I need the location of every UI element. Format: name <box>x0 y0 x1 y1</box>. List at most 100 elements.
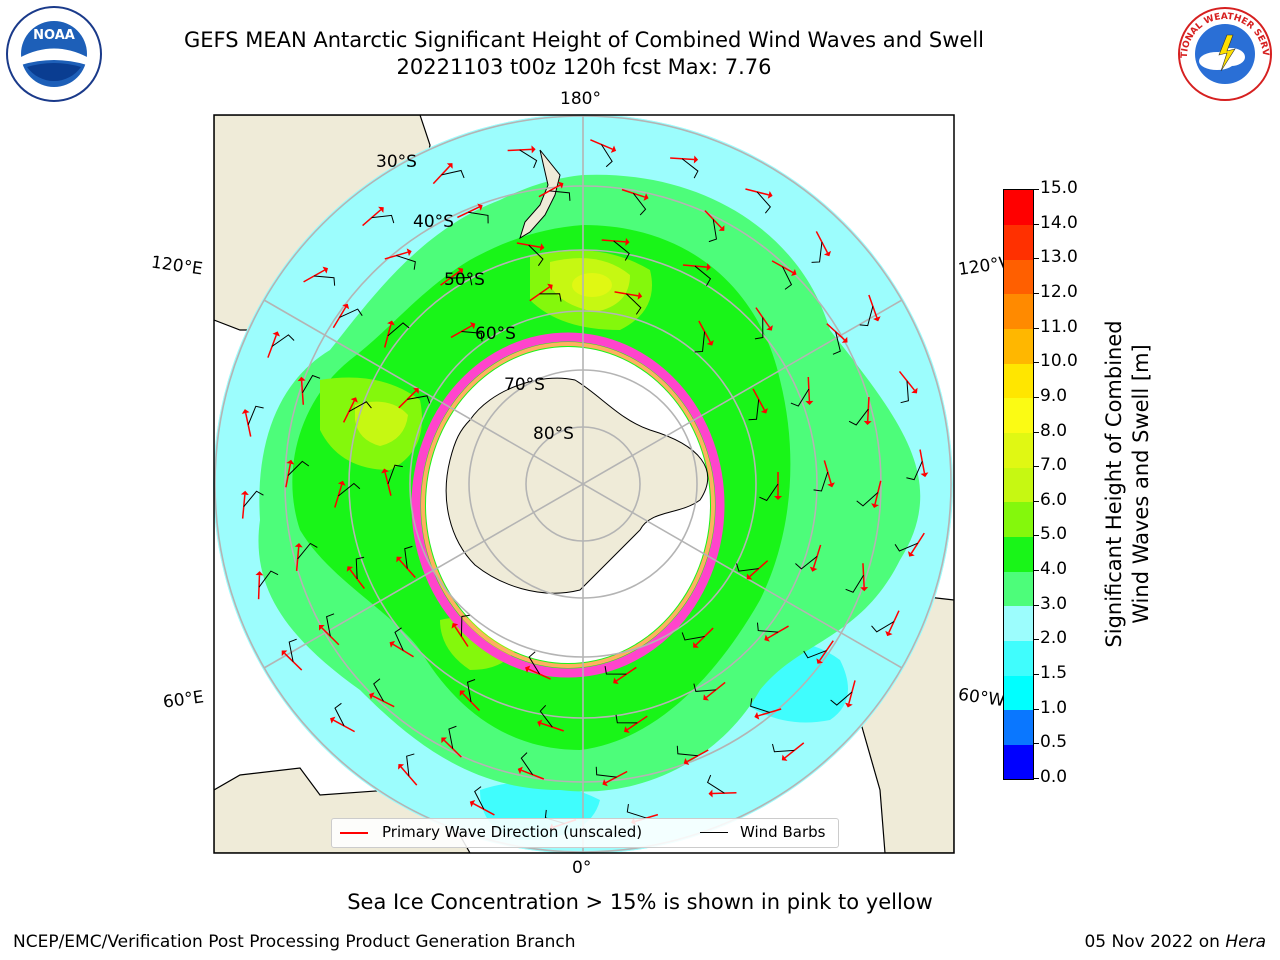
wave-arrow-head <box>469 322 476 330</box>
wave-arrow-head <box>330 716 336 724</box>
wave-arrow-head <box>885 630 893 637</box>
wind-barb <box>407 395 431 404</box>
wave-arrow-head <box>346 566 354 572</box>
colorbar-tick-label: 1.5 <box>1040 663 1068 684</box>
wind-barb <box>466 679 476 703</box>
colorbar <box>1003 189 1034 780</box>
wave-arrow-head <box>643 193 649 201</box>
wave-arrow-head <box>531 145 536 154</box>
wave-arrow-head <box>844 702 853 708</box>
wave-arrow-shaft <box>300 380 305 405</box>
wind-barb <box>600 144 613 168</box>
wind-barb <box>325 613 335 637</box>
colorbar-tick-mark <box>1033 535 1039 537</box>
colorbar-segment <box>1004 571 1033 607</box>
colorbar-segment <box>1004 467 1033 503</box>
wave-arrow-head <box>809 566 818 572</box>
colorbar-tick-mark <box>1033 327 1039 329</box>
wind-barb <box>373 678 384 702</box>
wave-arrow-head <box>342 303 350 310</box>
wave-arrow-head <box>378 206 384 213</box>
wave-arrow-head <box>754 711 760 720</box>
map-frame <box>213 114 955 854</box>
colorbar-tick-label: 0.5 <box>1040 732 1068 753</box>
wave-legend-swatch <box>340 832 368 834</box>
lat-label-70s: 70°S <box>504 375 545 395</box>
colorbar-tick-label: 3.0 <box>1040 593 1068 614</box>
colorbar-tick-label: 7.0 <box>1040 455 1068 476</box>
wind-barb <box>708 219 718 243</box>
wind-barb <box>348 401 372 413</box>
wave-arrow-head <box>746 573 753 580</box>
wind-barb <box>681 632 705 641</box>
lat-label-40s: 40°S <box>413 212 454 232</box>
wave-arrow-head <box>547 283 553 291</box>
colorbar-segment <box>1004 501 1033 537</box>
colorbar-label: Significant Height of Combined Wind Wave… <box>1101 320 1155 647</box>
wave-arrow-head <box>791 269 797 277</box>
wave-arrow-head <box>322 266 329 274</box>
wave-arrow-head <box>318 624 325 631</box>
wind-barb <box>595 766 617 778</box>
wind-barb <box>811 242 823 263</box>
wind-barb <box>795 556 818 570</box>
wave-arrow-head <box>610 145 617 153</box>
colorbar-tick-label: 0.0 <box>1040 767 1068 787</box>
map-legend: Primary Wave Direction (unscaled) Wind B… <box>331 818 839 848</box>
footer-producer: NCEP/EMC/Verification Post Processing Pr… <box>13 932 576 952</box>
colorbar-tick-mark <box>1033 362 1039 364</box>
wave-arrow-shaft <box>745 188 769 196</box>
wind-barb <box>288 638 297 662</box>
wave-arrow-head <box>396 556 403 563</box>
colorbar-tick-mark <box>1033 396 1039 398</box>
wave-arrow-head <box>240 490 249 496</box>
wave-band-6-7m <box>355 401 408 446</box>
colorbar-tick-label: 2.0 <box>1040 628 1068 649</box>
noaa-logo: NOAA <box>6 6 102 102</box>
colorbar-tick-mark <box>1033 223 1039 225</box>
wind-barb <box>528 651 541 675</box>
wave-arrow-head <box>369 692 375 700</box>
wind-barb <box>461 331 483 342</box>
wind-barb <box>387 322 410 337</box>
wind-barb <box>694 265 712 286</box>
wave-arrow-head <box>398 763 405 770</box>
wave-arrow-head <box>389 640 396 648</box>
wind-barb <box>759 483 779 502</box>
wind-barb <box>474 786 485 810</box>
colorbar-tick-label: 11.0 <box>1040 316 1078 337</box>
wave-arrow-head <box>708 789 713 798</box>
wind-barb <box>693 683 716 692</box>
wave-arrow-head <box>920 472 929 478</box>
wave-arrow-head <box>459 690 466 697</box>
wind-barb <box>626 293 642 315</box>
new-zealand-land <box>519 149 561 240</box>
wind-barb <box>813 471 829 492</box>
wave-arrow-head <box>781 754 788 761</box>
colorbar-tick-label: 9.0 <box>1040 385 1068 406</box>
wave-arrow-head <box>272 331 281 337</box>
sea-ice-caption: Sea Ice Concentration > 15% is shown in … <box>347 890 933 914</box>
wind-barb <box>549 190 571 201</box>
wave-arrow-head <box>693 642 699 648</box>
colorbar-tick-mark <box>1033 743 1039 745</box>
wind-barb <box>894 542 919 552</box>
wave-arrow-head <box>241 409 250 414</box>
colorbar-segment <box>1004 432 1033 468</box>
wave-arrow-head <box>255 571 264 576</box>
wind-barb <box>859 306 874 327</box>
wave-arrow-head <box>760 408 768 414</box>
wave-arrow-head <box>446 163 453 169</box>
wind-barb <box>468 211 489 224</box>
wind-barb <box>756 191 771 214</box>
wind-legend-swatch <box>700 832 728 833</box>
wind-barb <box>681 158 699 179</box>
wind-barb <box>396 255 416 270</box>
colorbar-segment <box>1004 190 1033 226</box>
colorbar-tick-mark <box>1033 500 1039 502</box>
lon-label-180: 180° <box>560 89 601 109</box>
wind-barb <box>406 753 415 777</box>
wave-arrow-head <box>297 376 306 382</box>
colorbar-segment <box>1004 363 1033 399</box>
